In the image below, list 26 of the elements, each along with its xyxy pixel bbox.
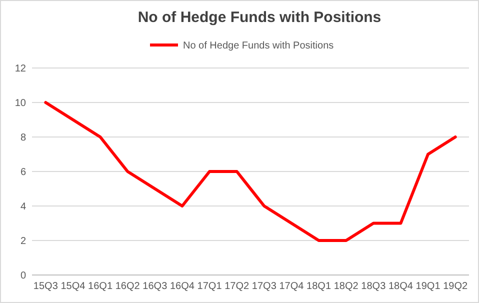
x-tick-label: 15Q4 xyxy=(60,281,86,292)
x-tick-label: 18Q2 xyxy=(334,281,359,292)
x-tick-label: 17Q1 xyxy=(197,281,222,292)
x-tick-label: 19Q2 xyxy=(443,281,468,292)
y-tick-label: 10 xyxy=(14,98,26,109)
y-tick-label: 8 xyxy=(20,132,26,144)
y-tick-label: 4 xyxy=(20,202,26,212)
y-tick-label: 6 xyxy=(20,167,26,178)
x-tick-label: 19Q1 xyxy=(416,281,441,292)
x-tick-label: 16Q3 xyxy=(142,281,168,292)
x-tick-label: 16Q2 xyxy=(115,281,140,292)
x-tick-label: 17Q4 xyxy=(279,281,304,292)
y-tick-label: 0 xyxy=(20,270,26,282)
x-tick-label: 17Q3 xyxy=(252,281,277,292)
chart-title: No of Hedge Funds with Positions xyxy=(138,9,382,26)
x-tick-label: 17Q2 xyxy=(224,281,250,292)
x-tick-label: 16Q1 xyxy=(88,281,113,292)
line-series xyxy=(44,101,457,242)
x-tick-label: 18Q1 xyxy=(306,281,332,292)
y-tick-label: 2 xyxy=(20,236,26,247)
legend-label: No of Hedge Funds with Positions xyxy=(183,40,334,52)
y-tick-label: 12 xyxy=(14,64,26,74)
x-tick-label: 18Q4 xyxy=(388,281,414,292)
x-tick-label: 15Q3 xyxy=(33,281,58,292)
x-tick-label: 18Q3 xyxy=(361,281,386,292)
x-tick-label: 16Q4 xyxy=(170,281,195,292)
